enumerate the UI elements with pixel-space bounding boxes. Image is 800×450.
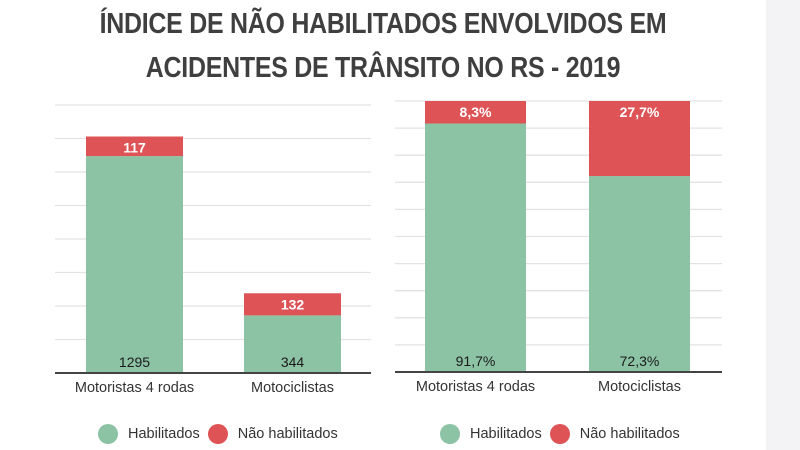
legend-item-habilitados: Habilitados — [440, 424, 542, 444]
legend-swatch-habilitados — [440, 424, 460, 444]
data-label: 8,3% — [460, 104, 492, 120]
bar-nao-habilitados — [589, 101, 690, 177]
data-label: 91,7% — [456, 353, 496, 369]
data-label: 344 — [281, 354, 305, 370]
bar-nao-habilitados — [86, 136, 183, 157]
legend-label: Não habilitados — [579, 426, 680, 442]
legend-label: Habilitados — [470, 426, 542, 442]
legend-swatch-nao-habilitados — [207, 424, 228, 444]
bar-habilitados — [425, 123, 526, 372]
legend-swatch-habilitados — [98, 424, 118, 444]
data-label: 27,7% — [620, 104, 660, 120]
bar-habilitados — [86, 156, 183, 373]
data-label: 132 — [281, 296, 305, 312]
legend-label: Não habilitados — [237, 426, 338, 442]
legend-right: Habilitados Não habilitados — [440, 424, 688, 444]
x-tick-label: Motoristas 4 rodas — [75, 380, 194, 396]
bar-habilitados — [589, 176, 690, 372]
data-label: 72,3% — [620, 353, 660, 369]
chart-title-line-1: ÍNDICE DE NÃO HABILITADOS ENVOLVIDOS EM — [99, 8, 667, 40]
legend-swatch-nao-habilitados — [549, 424, 570, 444]
x-tick-label: Motoristas 4 rodas — [416, 379, 535, 395]
legend-item-habilitados: Habilitados — [98, 424, 200, 444]
x-tick-label: Motociclistas — [251, 380, 334, 396]
legend-label: Habilitados — [128, 426, 200, 442]
data-label: 1295 — [119, 354, 150, 370]
bar-nao-habilitados — [425, 101, 526, 124]
data-label: 117 — [123, 139, 146, 155]
legend-item-nao-habilitados: Não habilitados — [549, 424, 680, 444]
chart-title-line-2: ACIDENTES DE TRÂNSITO NO RS - 2019 — [145, 52, 621, 84]
bar-habilitados — [244, 315, 341, 373]
side-panel-strip — [766, 0, 800, 450]
x-tick-label: Motociclistas — [598, 379, 681, 395]
legend-item-nao-habilitados: Não habilitados — [207, 424, 338, 444]
bar-nao-habilitados — [244, 293, 341, 316]
legend-left: Habilitados Não habilitados — [98, 424, 346, 444]
